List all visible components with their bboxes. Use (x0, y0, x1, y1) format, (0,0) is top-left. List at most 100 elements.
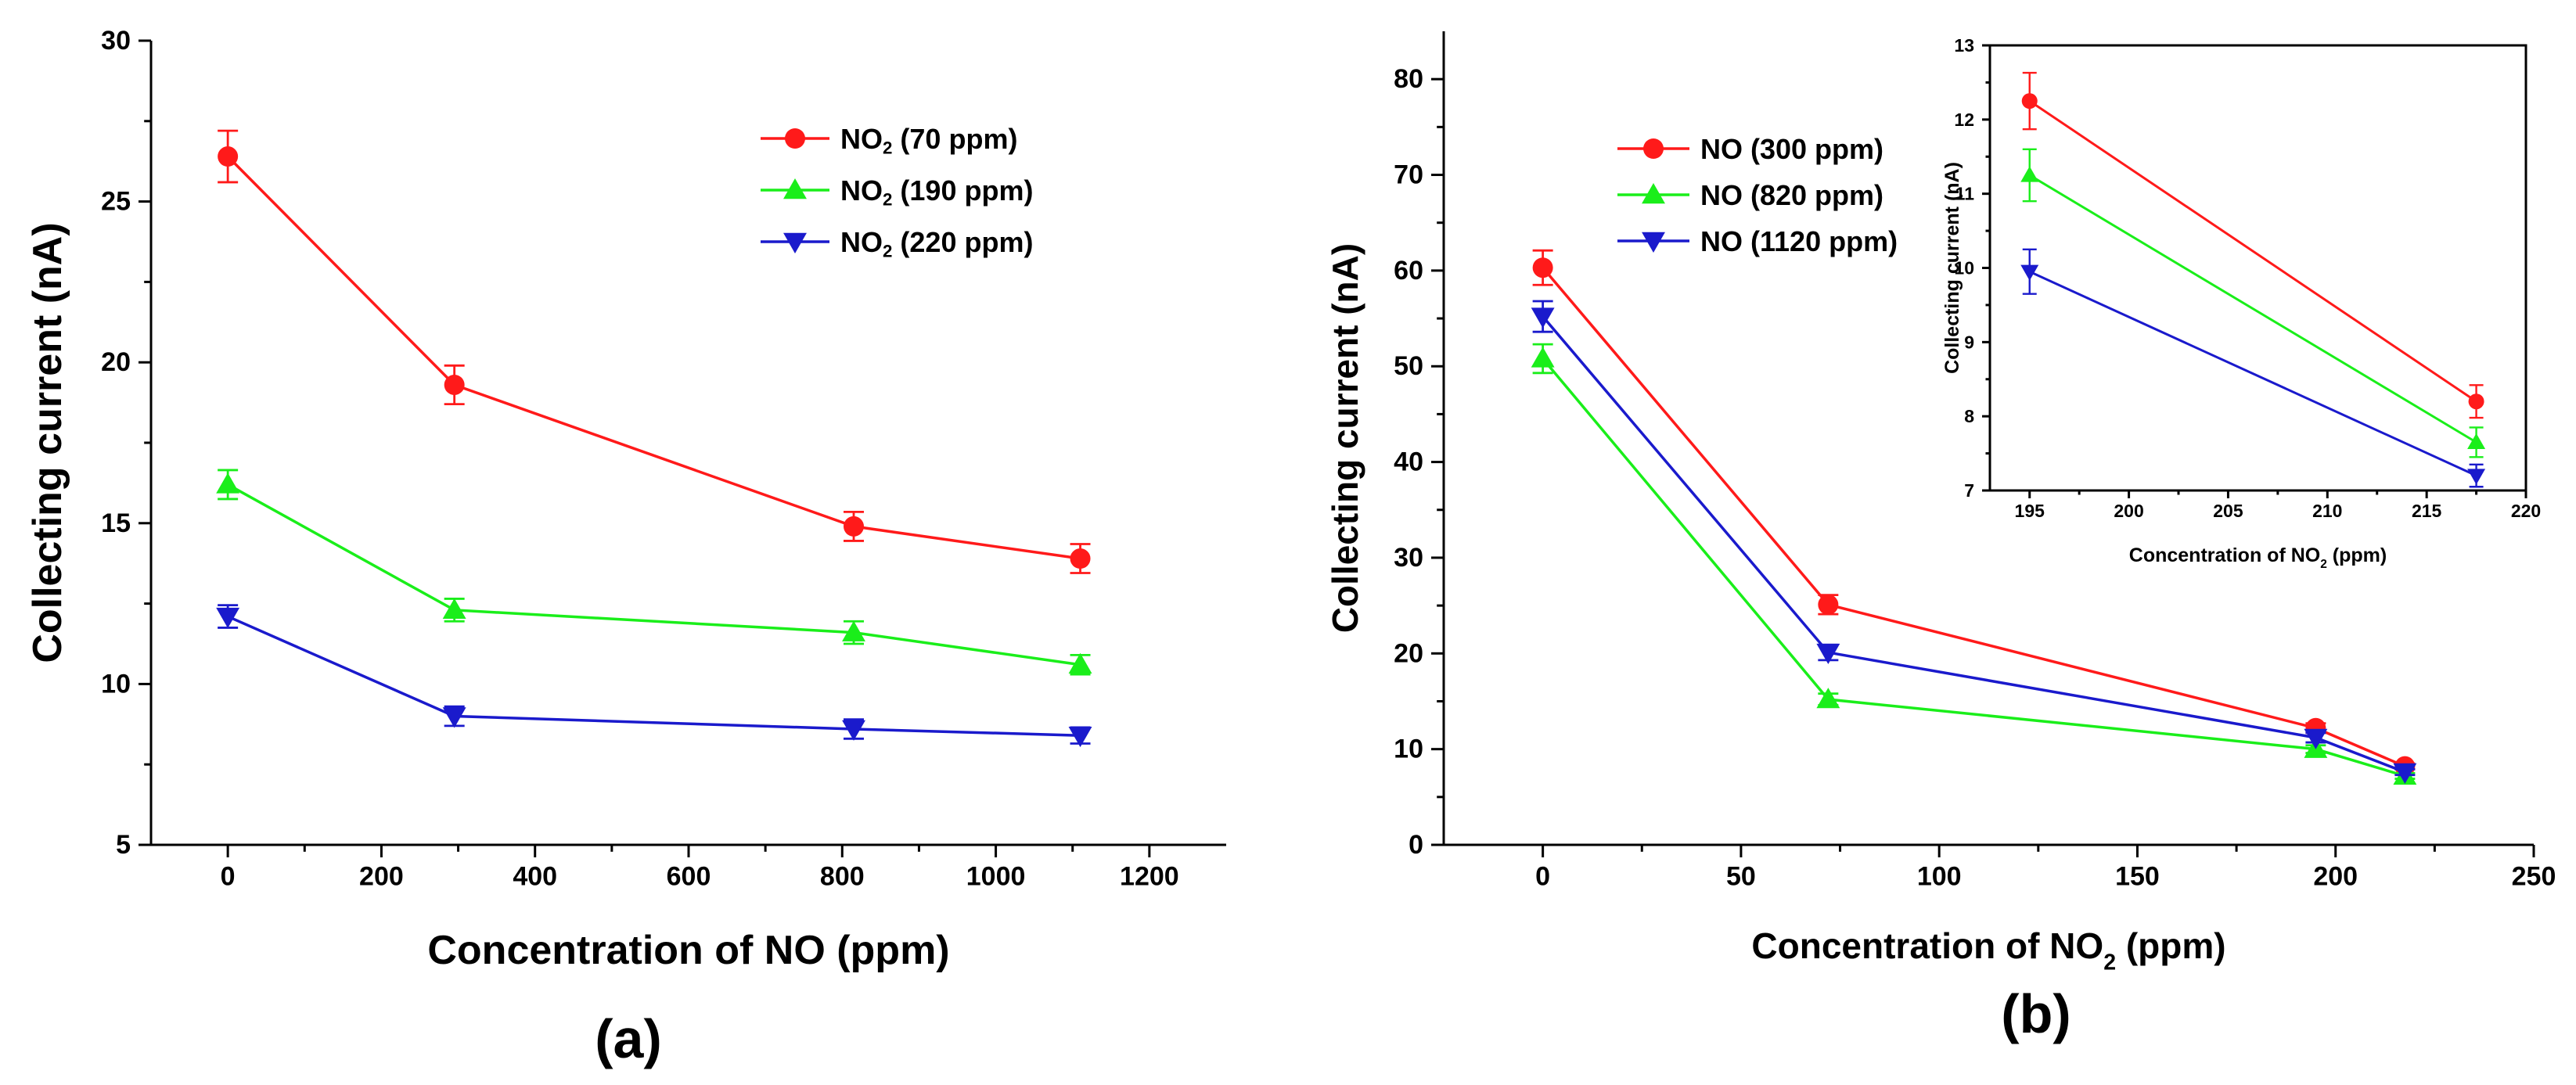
data-point (1816, 643, 1840, 665)
x-axis-title-suffix: (ppm) (2327, 544, 2387, 566)
data-point (2467, 469, 2486, 485)
series-line (227, 615, 1081, 737)
series-2 (1531, 300, 2417, 784)
series-line (2028, 99, 2477, 403)
series-line (1542, 357, 2405, 778)
x-tick-label: 800 (820, 862, 865, 892)
y-tick-label: 20 (101, 347, 131, 377)
legend-label: NO2 (220 ppm) (840, 226, 1033, 261)
x-axis-title-main: Concentration of NO (ppm) (427, 928, 949, 973)
legend-marker (783, 178, 807, 199)
data-point (2393, 763, 2417, 784)
legend-label-subscript: 2 (883, 241, 892, 260)
data-point (1068, 652, 1092, 674)
series-0 (2021, 71, 2484, 419)
x-tick-label: 200 (2313, 862, 2358, 892)
legend-label-main: NO (820 ppm) (1700, 179, 1883, 211)
x-tick-label: 220 (2511, 501, 2541, 521)
y-tick-label: 80 (1394, 64, 1423, 94)
legend-label-main: NO (1120 ppm) (1700, 225, 1898, 257)
data-point (2468, 393, 2484, 410)
series-line (226, 155, 1081, 560)
x-tick-label: 100 (1917, 862, 1962, 892)
y-axis-title: Collecting current (nA) (1941, 162, 1963, 374)
chart-a: 0 200 400 600 800 1000 1200 5 10 15 20 25 30 Collecti… (25, 26, 1226, 1069)
x-tick-label: 200 (359, 862, 404, 892)
x-tick-label: 250 (2512, 862, 2556, 892)
data-point (2020, 166, 2039, 182)
x-axis-title-main: Concentration of NO (2129, 544, 2320, 566)
data-point (218, 146, 239, 167)
y-tick-label: 30 (101, 26, 131, 56)
x-axis-title-subscript: 2 (2320, 558, 2327, 571)
y-tick-label: 11 (1955, 184, 1975, 204)
x-tick-label: 600 (667, 862, 711, 892)
legend-marker (785, 128, 805, 149)
x-tick-label: 0 (1535, 862, 1550, 892)
y-tick-label: 5 (116, 830, 131, 860)
legend-label: NO (820 ppm) (1700, 179, 1883, 211)
legend-label: NO (300 ppm) (1700, 133, 1883, 165)
y-tick-label: 40 (1394, 447, 1423, 477)
y-tick-label: 25 (101, 187, 131, 217)
legend-label-subscript: 2 (883, 138, 892, 157)
legend-item: NO2 (190 ppm) (761, 174, 1033, 210)
data-point (2020, 264, 2039, 281)
y-tick-label: 10 (101, 669, 131, 699)
legend-marker (1642, 183, 1665, 204)
legend-item: NO (1120 ppm) (1617, 225, 1898, 257)
y-tick-label: 8 (1964, 406, 1974, 426)
data-point (444, 374, 465, 395)
data-point (216, 472, 240, 494)
data-point (1818, 594, 1839, 615)
y-tick-label: 30 (1394, 543, 1423, 573)
y-tick-label: 7 (1964, 480, 1974, 501)
series-0 (218, 129, 1091, 574)
data-point (1531, 307, 1555, 329)
data-point (2467, 433, 2486, 449)
x-tick-label: 50 (1726, 862, 1756, 892)
y-tick-label: 60 (1394, 256, 1423, 286)
data-point (1531, 347, 1555, 368)
legend-label-subscript: 2 (883, 189, 892, 209)
x-tick-label: 195 (2015, 501, 2045, 521)
legend-label-main: NO (840, 123, 883, 155)
series-line (227, 483, 1081, 666)
legend-item: NO (300 ppm) (1617, 133, 1883, 165)
legend-label: NO2 (190 ppm) (840, 174, 1033, 210)
x-axis-title: Concentration of NO2 (ppm) (1751, 925, 2225, 975)
series-2 (2020, 248, 2486, 488)
legend-item: NO2 (220 ppm) (761, 226, 1033, 261)
y-tick-label: 10 (1394, 735, 1423, 764)
x-axis-title-suffix: (ppm) (2116, 925, 2226, 966)
legend-marker (1642, 232, 1665, 253)
legend-label-main: NO (840, 174, 883, 207)
legend-label-suffix: (220 ppm) (892, 226, 1033, 258)
data-point (442, 598, 466, 620)
legend-item: NO (820 ppm) (1617, 179, 1883, 211)
x-axis-title-subscript: 2 (2103, 950, 2116, 975)
data-point (1816, 688, 1840, 709)
data-point (844, 516, 865, 537)
chart-b: 0 50 100 150 200 250 0 10 20 30 40 50 60 70 80 Collecti… (1325, 31, 2556, 1044)
y-axis-title: Collecting current (nA) (25, 222, 70, 663)
data-point (1068, 726, 1092, 748)
x-tick-label: 200 (2114, 501, 2143, 521)
x-tick-label: 215 (2412, 501, 2442, 521)
x-axis-title: Concentration of NO (ppm) (427, 928, 949, 973)
legend-marker (1643, 138, 1664, 159)
y-tick-label: 13 (1954, 35, 1974, 56)
x-tick-label: 205 (2213, 501, 2243, 521)
data-point (1532, 257, 1553, 278)
series-line (2028, 174, 2477, 444)
y-tick-label: 50 (1394, 351, 1423, 381)
data-point (2304, 728, 2328, 749)
y-tick-label: 9 (1964, 332, 1974, 352)
data-point (216, 607, 240, 628)
legend-label-main: NO (300 ppm) (1700, 133, 1883, 165)
x-tick-label: 1200 (1120, 862, 1179, 892)
series-1 (2020, 148, 2486, 458)
series-line (2029, 270, 2477, 477)
data-point (842, 720, 865, 741)
